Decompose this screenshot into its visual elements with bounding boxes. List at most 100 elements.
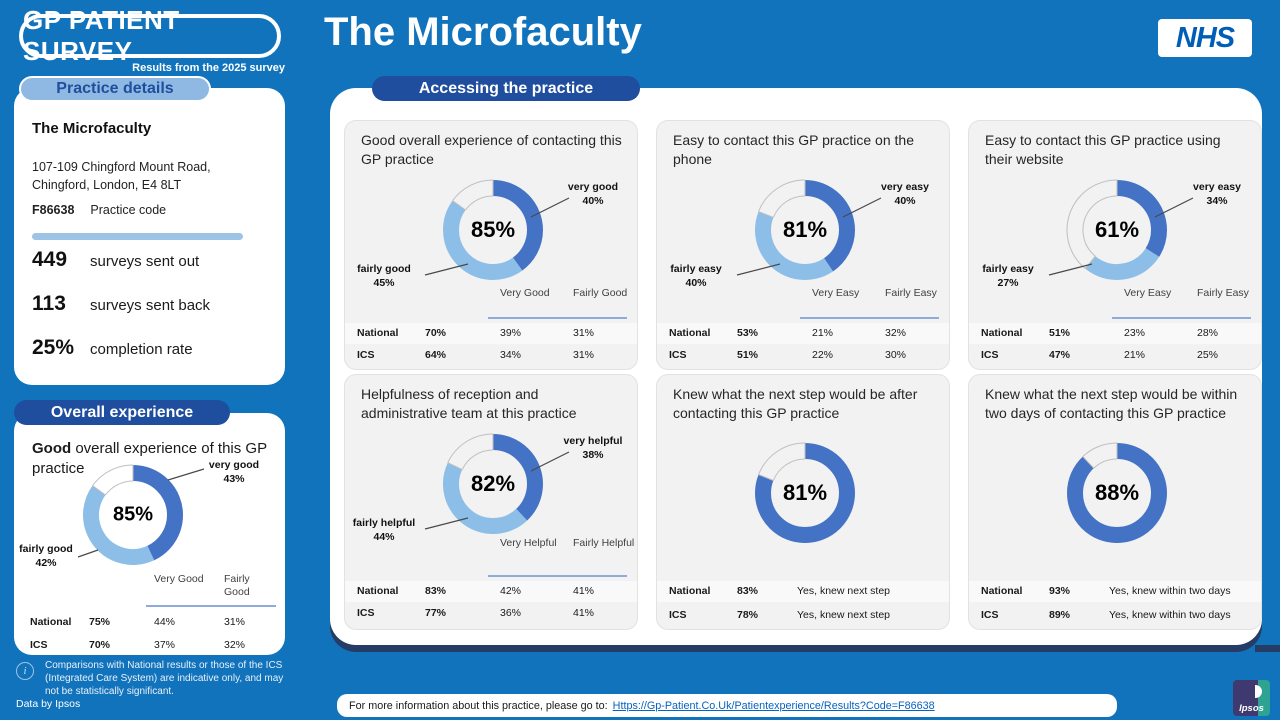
table-row-national: National 75% 44% 31% [14,612,285,633]
donut-label-secondary: fairly easy 27% [982,263,1034,289]
table-row-national: National 83% Yes, knew next step [657,581,949,602]
donut-chart: 88% [969,419,1261,585]
card-knew-next-step: Knew what the next step would be after c… [656,374,950,630]
card-title: Good overall experience of contacting th… [361,132,622,167]
address-line-1: 107-109 Chingford Mount Road, [32,160,211,174]
table-row-ics: ICS 47% 21% 25% [981,349,1219,361]
practice-details-pill: Practice details [19,76,211,102]
donut-center-value: 81% [782,480,828,505]
donut-label-primary: very easy 34% [1193,181,1241,207]
table-rule [488,575,627,577]
accessing-practice-pill: Accessing the practice [372,76,640,101]
donut-center-value: 88% [1094,480,1140,505]
table-rule [1112,317,1251,319]
overall-donut-chart: 85% very good 43% fairly good 42% [14,453,285,585]
column-header: Very Good [154,573,204,585]
more-info-bar: For more information about this practice… [337,694,1117,717]
table-row-national: National 93% Yes, knew within two days [969,581,1261,602]
page-title: The Microfaculty [324,10,642,54]
card-overall-contact-experience: Good overall experience of contacting th… [344,120,638,370]
card-title: Knew what the next step would be within … [985,386,1238,421]
title-bold: Good [32,440,72,457]
ipsos-logo-text: Ipsos [1239,703,1264,714]
overall-experience-panel: Good overall experience of this GP pract… [14,413,285,655]
table-row-ics: ICS 78% Yes, knew next step [669,609,891,621]
donut-chart: 81% [657,419,949,585]
table-row-national: National 51% 23% 28% [969,323,1261,344]
table-row-ics: ICS 89% Yes, knew within two days [981,609,1231,621]
more-info-text: For more information about this practice… [349,699,608,712]
card-title: Easy to contact this GP practice using t… [985,132,1221,167]
column-header: Very Helpful [500,537,557,549]
column-header: Fairly Good [573,287,628,299]
ipsos-logo: Ipsos [1233,680,1270,716]
ipsos-logo-mark [1249,685,1262,698]
results-link[interactable]: Https://Gp-Patient.Co.Uk/Patientexperien… [612,699,935,712]
table-row-ics: ICS 70% 37% 32% [30,639,246,651]
practice-code: F86638 [32,203,75,217]
stat-label: surveys sent out [90,253,200,270]
column-header: Fairly Helpful [573,537,635,549]
column-header: Fairly Easy [1197,287,1249,299]
address-line-2: Chingford, London, E4 8LT [32,178,182,193]
stat-label: completion rate [90,341,193,358]
donut-chart: 81% very easy 40% fairly easy 40% [657,165,949,331]
donut-label-fairly-good: fairly good 42% [19,543,73,569]
column-header: Very Good [500,287,550,299]
stat-value: 113 [32,292,66,315]
card-reception-helpfulness: Helpfulness of reception and administrat… [344,374,638,630]
donut-label-primary: very easy 40% [881,181,929,207]
nhs-logo: NHS [1158,19,1252,57]
overall-chart-title: Good overall experience of this GP pract… [32,439,268,478]
table-row-national: National 70% 39% 31% [345,323,637,344]
donut-label-very-good: very good 43% [208,459,260,485]
practice-code-row: F86638 Practice code [32,203,166,217]
stat-completion-rate: 25% completion rate [32,336,262,360]
overall-experience-pill: Overall experience [14,400,230,425]
table-rule [146,605,276,607]
table-row-ics: ICS 77% 36% 41% [357,607,595,619]
column-header: Fairly Good [224,573,250,599]
data-by-ipsos: Data by Ipsos [16,698,81,710]
table-row-national: National 83% 42% 41% [345,581,637,602]
table-row-ics: ICS 51% 22% 30% [669,349,907,361]
donut-chart: 85% very good 40% fairly good 45% [345,165,637,331]
column-header: Fairly Easy [885,287,937,299]
table-row-national: National 53% 21% 32% [657,323,949,344]
donut-center-value: 85% [470,217,516,242]
table-rule [800,317,939,319]
stat-surveys-sent-out: 449 surveys sent out [32,248,262,272]
donut-chart: 61% very easy 34% fairly easy 27% [969,165,1261,331]
divider-bar [32,233,243,240]
stat-value: 449 [32,248,68,271]
stat-label: surveys sent back [90,297,211,314]
donut-chart: 82% very helpful 38% fairly helpful 44% [345,419,637,585]
donut-center-value: 61% [1094,217,1140,242]
panel-shadow [1255,645,1280,652]
practice-address: 107-109 Chingford Mount Road, Chingford,… [32,158,262,194]
donut-label-primary: very helpful 38% [563,435,623,461]
practice-name: The Microfaculty [32,120,152,137]
donut-label-secondary: fairly helpful 44% [352,517,416,543]
column-header: Very Easy [1124,287,1172,299]
title-rest: overall experience of this GP practice [32,440,267,477]
card-title: Helpfulness of reception and administrat… [361,386,577,421]
nhs-logo-text: NHS [1175,21,1235,54]
stat-surveys-sent-back: 113 surveys sent back [32,292,262,316]
card-title: Knew what the next step would be after c… [673,386,918,421]
card-title: Easy to contact this GP practice on the … [673,132,914,167]
donut-center-value: 85% [112,503,154,526]
donut-center-value: 82% [470,471,516,496]
survey-year-note: Results from the 2025 survey [132,62,285,74]
donut-label-secondary: fairly easy 40% [670,263,722,289]
donut-label-primary: very good 40% [567,181,619,207]
table-rule [488,317,627,319]
comparison-disclaimer: Comparisons with National results or tho… [45,660,284,697]
table-row-ics: ICS 64% 34% 31% [357,349,595,361]
donut-label-secondary: fairly good 45% [357,263,411,289]
card-phone-contact: Easy to contact this GP practice on the … [656,120,950,370]
gp-patient-survey-logo: GP PATIENT SURVEY [19,5,281,66]
card-knew-within-two-days: Knew what the next step would be within … [968,374,1262,630]
stat-value: 25% [32,336,75,359]
